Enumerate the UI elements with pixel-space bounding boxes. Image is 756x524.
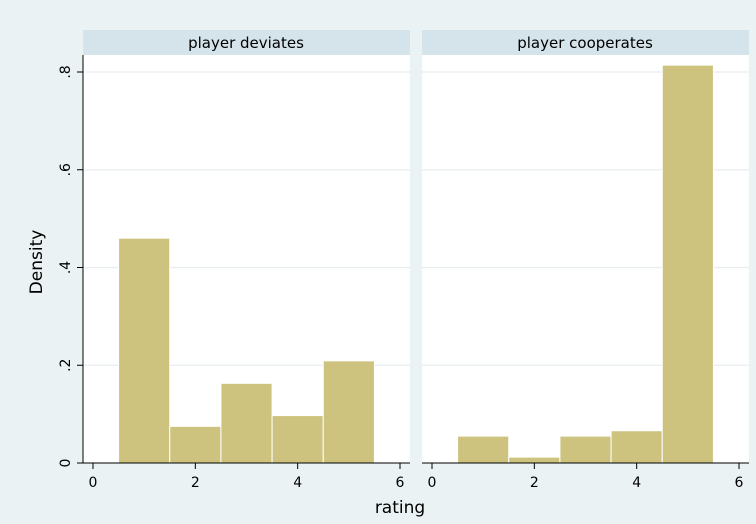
bar-right-0: [457, 435, 510, 464]
x-axis-ticks-left: 0 2 4 6: [89, 463, 405, 491]
bar-left-2: [220, 382, 273, 464]
x-tick-label-right-2: 4: [632, 475, 641, 491]
y-tick-label-4: .8: [58, 65, 74, 78]
x-tick-label-left-3: 6: [396, 475, 405, 491]
panel-strip-left: [83, 30, 410, 55]
bars-left: [118, 237, 375, 464]
x-tick-label-right-3: 6: [735, 475, 744, 491]
y-tick-label-0: 0: [58, 459, 74, 468]
bar-left-1: [169, 425, 222, 464]
bar-right-2: [559, 435, 612, 464]
y-axis-ticks: 0 .2 .4 .6 .8: [58, 65, 83, 467]
bars-right: [457, 64, 714, 464]
panel-strip-right: [422, 30, 749, 55]
x-tick-label-left-0: 0: [89, 475, 98, 491]
bar-left-3: [271, 415, 324, 464]
panel-title-right: player cooperates: [517, 34, 653, 52]
x-axis-ticks-right: 0 2 4 6: [428, 463, 744, 491]
x-tick-label-left-2: 4: [293, 475, 302, 491]
x-tick-label-right-1: 2: [530, 475, 539, 491]
bar-left-4: [322, 360, 375, 464]
x-axis-label: rating: [375, 498, 425, 518]
y-axis-label: Density: [27, 230, 47, 295]
x-tick-label-right-0: 0: [428, 475, 437, 491]
y-tick-label-3: .6: [58, 163, 74, 176]
bar-right-4: [661, 64, 714, 464]
y-tick-label-2: .4: [58, 261, 74, 274]
bar-right-1: [508, 456, 561, 464]
y-tick-label-1: .2: [58, 359, 74, 372]
bar-left-0: [118, 237, 171, 464]
x-tick-label-left-1: 2: [191, 475, 200, 491]
bar-right-3: [610, 430, 663, 464]
panel-title-left: player deviates: [188, 34, 304, 52]
